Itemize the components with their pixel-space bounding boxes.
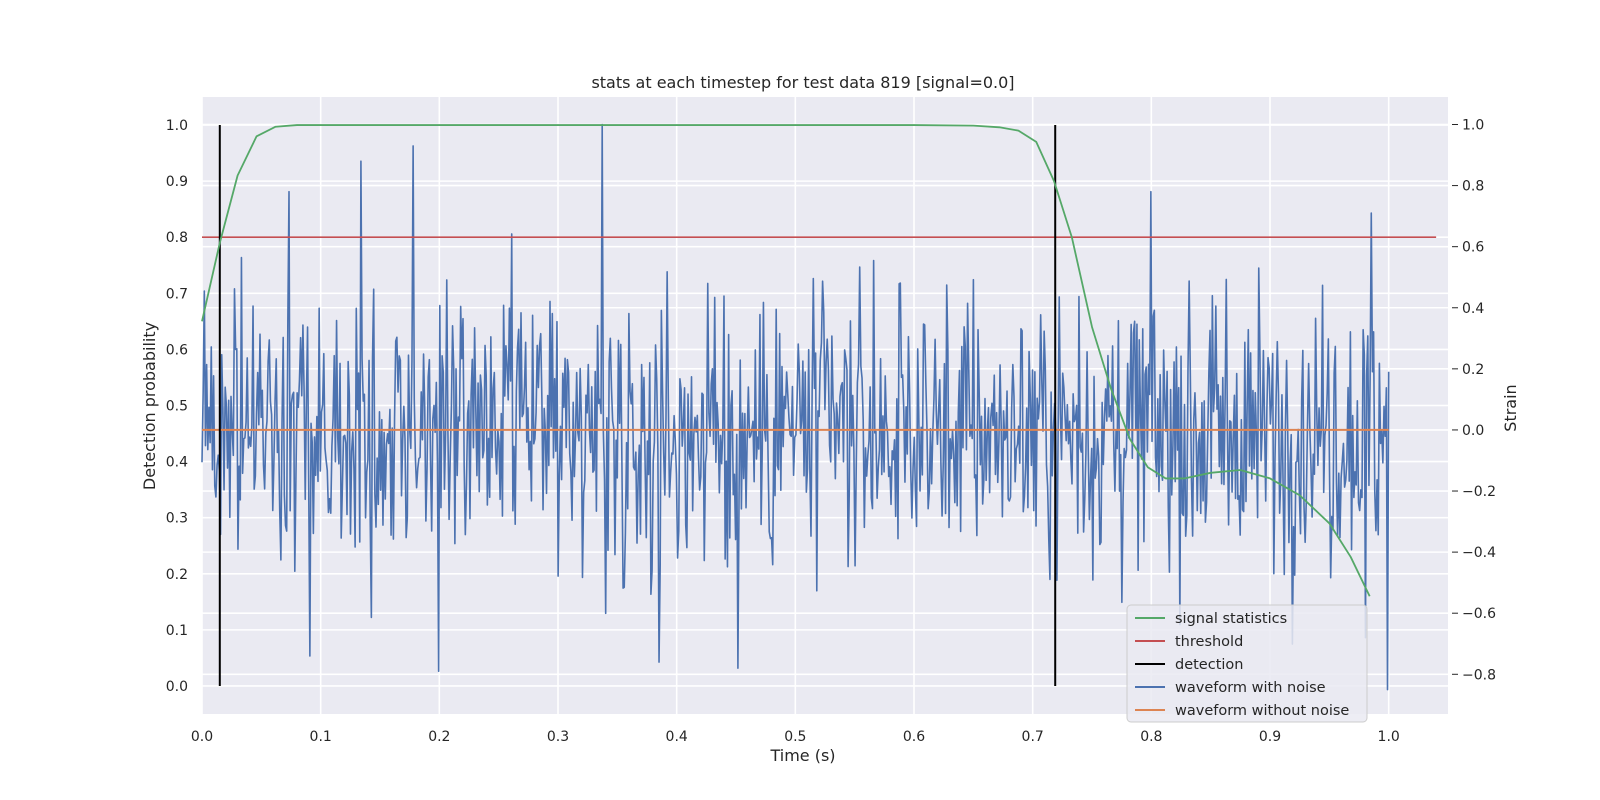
- y-right-tick-label: 0.6: [1462, 240, 1484, 256]
- x-tick-label: 0.9: [1259, 729, 1281, 745]
- legend-signal-statistics-label: signal statistics: [1175, 611, 1287, 627]
- legend-threshold-label: threshold: [1175, 634, 1243, 650]
- y-tick-label: 0.7: [166, 286, 188, 302]
- x-tick-labels: 0.0 0.1 0.2 0.3 0.4 0.5 0.6 0.7 0.8 0.9 1.0: [191, 729, 1400, 745]
- waveform-with-noise-line: [201, 123, 1390, 691]
- y-right-axis-title: Strain: [1501, 384, 1520, 431]
- x-tick-label: 0.8: [1140, 729, 1162, 745]
- y-right-tick-label: −0.2: [1462, 484, 1496, 500]
- x-tick-label: 0.6: [903, 729, 925, 745]
- y-tick-label: 0.3: [166, 511, 188, 527]
- y-tick-labels: 0.0 0.1 0.2 0.3 0.4 0.5 0.6 0.7 0.8 0.9 1.0: [166, 118, 188, 695]
- legend-box: [1126, 604, 1368, 723]
- y-right-tick-label: −0.8: [1462, 667, 1496, 683]
- x-tick-label: 0.1: [310, 729, 332, 745]
- x-tick-label: 0.7: [1022, 729, 1044, 745]
- y-right-tick-label: −0.4: [1462, 545, 1496, 561]
- x-axis-title: Time (s): [769, 746, 835, 765]
- x-tick-label: 0.2: [428, 729, 450, 745]
- x-tick-label: 0.3: [547, 729, 569, 745]
- legend-detection-label: detection: [1175, 657, 1243, 673]
- y-right-tick-label: 0.0: [1462, 423, 1484, 439]
- y-tick-label: 0.2: [166, 567, 188, 583]
- y-right-tick-labels: 1.0 0.8 0.6 0.4 0.2 0.0 −0.2 −0.4 −0.6 −0.8: [1452, 117, 1496, 683]
- y-tick-label: 0.6: [166, 342, 188, 358]
- chart-title: stats at each timestep for test data 819…: [591, 73, 1014, 92]
- y-right-tick-label: 1.0: [1462, 117, 1484, 133]
- legend: signal statistics threshold detection wavef…: [1126, 604, 1368, 723]
- y-tick-label: 0.4: [166, 455, 188, 471]
- x-tick-label: 1.0: [1378, 729, 1400, 745]
- y-tick-label: 0.5: [166, 399, 188, 415]
- legend-waveform-with-noise-label: waveform with noise: [1175, 680, 1326, 696]
- y-right-tick-label: 0.2: [1462, 362, 1484, 378]
- y-tick-label: 0.9: [166, 174, 188, 190]
- y-axis-title: Detection probability: [140, 322, 159, 490]
- x-tick-label: 0.5: [784, 729, 806, 745]
- y-tick-label: 0.0: [166, 679, 188, 695]
- y-tick-label: 0.8: [166, 230, 188, 246]
- x-tick-label: 0.0: [191, 729, 213, 745]
- y-right-tick-label: 0.4: [1462, 301, 1484, 317]
- signal-statistics-line: [201, 124, 1371, 597]
- y-right-tick-label: −0.6: [1462, 606, 1496, 622]
- legend-waveform-without-noise-label: waveform without noise: [1175, 703, 1349, 719]
- y-tick-label: 0.1: [166, 623, 188, 639]
- x-tick-label: 0.4: [666, 729, 688, 745]
- y-right-tick-label: 0.8: [1462, 179, 1484, 195]
- plot-area: [201, 123, 1437, 691]
- y-tick-label: 1.0: [166, 118, 188, 134]
